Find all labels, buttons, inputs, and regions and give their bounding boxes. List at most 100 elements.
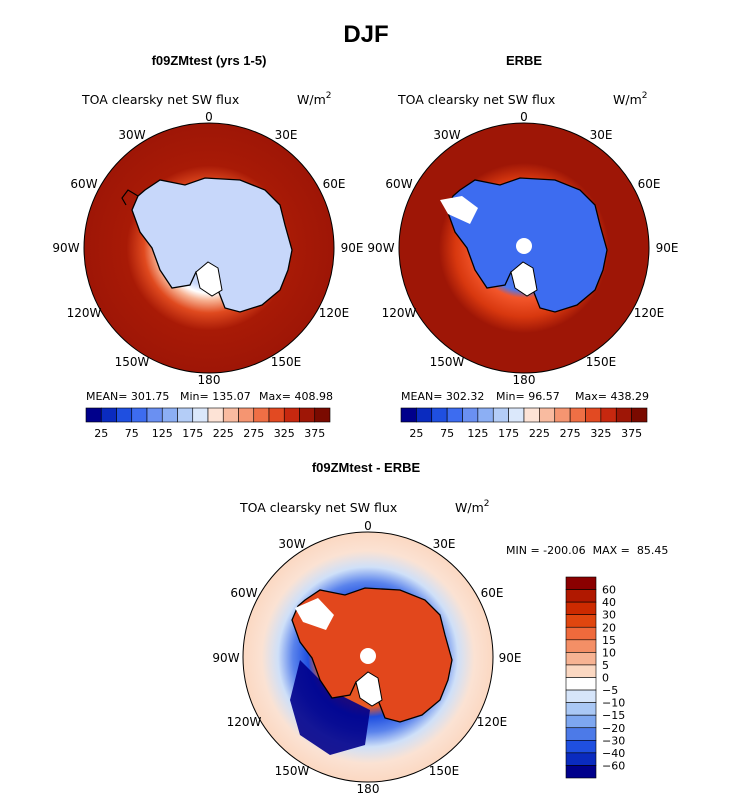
panel-diff-colorbar-swatch <box>565 689 597 703</box>
panel-diff-lon-label: 60W <box>230 586 257 600</box>
panel-diff-negative-sector <box>290 660 370 755</box>
panel-diff-colorbar-tick-label: −10 <box>602 697 625 710</box>
panel-model-colorbar-swatch <box>192 407 209 423</box>
panel-obs-colorbar-swatch <box>631 407 648 423</box>
panel-model-lon-label: 120W <box>67 306 102 320</box>
panel-diff-colorbar-tick-label: −5 <box>602 684 618 697</box>
panel-obs-lon-label: 60E <box>638 177 661 191</box>
panel-diff-colorbar-tick-label: 0 <box>602 672 609 685</box>
panel-model-mean: MEAN= 301.75 <box>86 390 169 403</box>
panel-obs-colorbar-tick-label: 175 <box>498 427 519 440</box>
panel-obs-max: Max= 438.29 <box>575 390 649 403</box>
panel-diff-colorbar-tick-label: −30 <box>602 734 625 747</box>
panel-model: f09ZMtest (yrs 1-5) TOA clearsky net SW … <box>52 53 363 440</box>
panel-model-colorbar-swatch <box>314 407 331 423</box>
panel-obs-colorbar-swatch <box>477 407 494 423</box>
panel-diff-lon-label: 150W <box>275 764 310 778</box>
panel-obs-units-exponent: 2 <box>642 91 648 101</box>
panel-obs-field-label: TOA clearsky net SW flux <box>397 92 555 107</box>
panel-diff-lon-label: 30E <box>433 537 456 551</box>
panel-diff-colorbar-tick-label: 15 <box>602 634 616 647</box>
panel-model-colorbar-tick-label: 275 <box>243 427 264 440</box>
panel-model-lon-label: 30W <box>118 128 145 142</box>
panel-obs-colorbar-tick-label: 75 <box>440 427 454 440</box>
panel-model-units: W/m2 <box>297 91 331 107</box>
panel-obs-lon-label: 180 <box>513 373 536 387</box>
panel-obs-units: W/m2 <box>613 91 647 107</box>
panel-model-colorbar-tick-label: 125 <box>152 427 173 440</box>
panel-obs-colorbar-swatch <box>615 407 632 423</box>
panel-diff-colorbar-swatch <box>565 601 597 615</box>
panel-diff-lon-label: 120W <box>227 715 262 729</box>
panel-obs-colorbar-swatch <box>523 407 540 423</box>
panel-diff-lon-label: 90W <box>212 651 239 665</box>
panel-model-lon-label: 180 <box>198 373 221 387</box>
panel-obs-colorbar-swatch <box>600 407 617 423</box>
panel-model-colorbar-tick-label: 175 <box>182 427 203 440</box>
panel-model-lon-label: 150E <box>271 355 302 369</box>
panel-obs-lon-label: 150E <box>586 355 617 369</box>
panel-model-colorbar-tick-label: 25 <box>94 427 108 440</box>
panel-model-field-label: TOA clearsky net SW flux <box>81 92 239 107</box>
panel-model-colorbar-swatch <box>283 407 300 423</box>
panel-obs-colorbar-tick-label: 25 <box>409 427 423 440</box>
panel-diff-field-label: TOA clearsky net SW flux <box>239 500 397 515</box>
panel-diff-colorbar-tick-label: 30 <box>602 609 616 622</box>
panel-model-lon-label: 90W <box>52 241 79 255</box>
panel-obs-colorbar: 25 75 125 175 225 275 325 375 <box>400 407 648 440</box>
panel-obs-colorbar-swatch <box>492 407 509 423</box>
panel-obs-colorbar-tick-label: 375 <box>621 427 642 440</box>
panel-diff-colorbar-swatch <box>565 589 597 603</box>
panel-model-colorbar-swatch <box>85 407 102 423</box>
panel-obs-colorbar-swatch <box>554 407 571 423</box>
panel-diff-missing-data-patch <box>295 598 334 630</box>
panel-diff-colorbar-swatch <box>565 626 597 641</box>
panel-model-map-frame <box>83 122 335 374</box>
panel-diff-lon-label: 120E <box>477 715 508 729</box>
panel-obs-ross-ice-shelf <box>510 261 538 297</box>
panel-obs-units-base: W/m <box>613 92 642 107</box>
panel-diff-colorbar-swatch <box>565 714 597 729</box>
panel-model-units-base: W/m <box>297 92 326 107</box>
panel-model-max: Max= 408.98 <box>259 390 333 403</box>
panel-diff-colorbar-tick-label: 5 <box>602 659 609 672</box>
panel-model-antarctic-peninsula <box>121 189 139 206</box>
panel-obs-lon-label: 0 <box>520 110 528 124</box>
panel-obs-colorbar-swatch <box>508 407 525 423</box>
panel-obs-colorbar-tick-label: 325 <box>590 427 611 440</box>
panel-model-colorbar-swatch <box>177 407 194 423</box>
panel-diff-title: f09ZMtest - ERBE <box>312 460 421 475</box>
panel-obs-lon-label: 30E <box>590 128 613 142</box>
panel-model-colorbar-tick-label: 325 <box>274 427 295 440</box>
panel-model-colorbar-swatch <box>116 407 133 423</box>
panel-diff-colorbar-swatch <box>565 752 597 766</box>
panel-obs-colorbar-tick-label: 125 <box>467 427 488 440</box>
panel-model-colorbar-swatch <box>146 407 163 423</box>
panel-diff-colorbar-swatch <box>565 677 597 691</box>
panel-model-colorbar-swatch <box>131 407 148 423</box>
panel-diff-colorbar-swatch <box>565 740 597 754</box>
panel-obs-colorbar-swatch <box>539 407 556 423</box>
panel-obs-colorbar-tick-label: 275 <box>560 427 581 440</box>
panel-diff-colorbar-tick-label: 20 <box>602 621 616 634</box>
panel-model-colorbar-tick-label: 75 <box>125 427 139 440</box>
panel-diff-colorbar-tick-label: 40 <box>602 596 616 609</box>
panel-diff-units-base: W/m <box>455 500 484 515</box>
panel-obs-pole-hole <box>516 238 532 254</box>
panel-model-antarctica-coastline <box>131 177 293 313</box>
panel-diff-lon-label: 60E <box>481 586 504 600</box>
panel-model-lon-label: 0 <box>205 110 213 124</box>
panel-obs-colorbar-swatch <box>400 407 417 423</box>
panel-model-colorbar-swatch <box>161 407 178 423</box>
panel-obs-colorbar-swatch <box>431 407 448 423</box>
panel-obs-lon-label: 90W <box>367 241 394 255</box>
panel-diff-colorbar-swatch <box>565 652 597 666</box>
panel-diff-units-exponent: 2 <box>484 499 490 509</box>
panel-obs-lon-label: 60W <box>385 177 412 191</box>
panel-model-colorbar: 25 75 125 175 225 275 325 375 <box>85 407 331 440</box>
panel-diff-lon-label: 30W <box>278 537 305 551</box>
figure-title: DJF <box>343 21 388 48</box>
panel-model-min: Min= 135.07 <box>180 390 251 403</box>
